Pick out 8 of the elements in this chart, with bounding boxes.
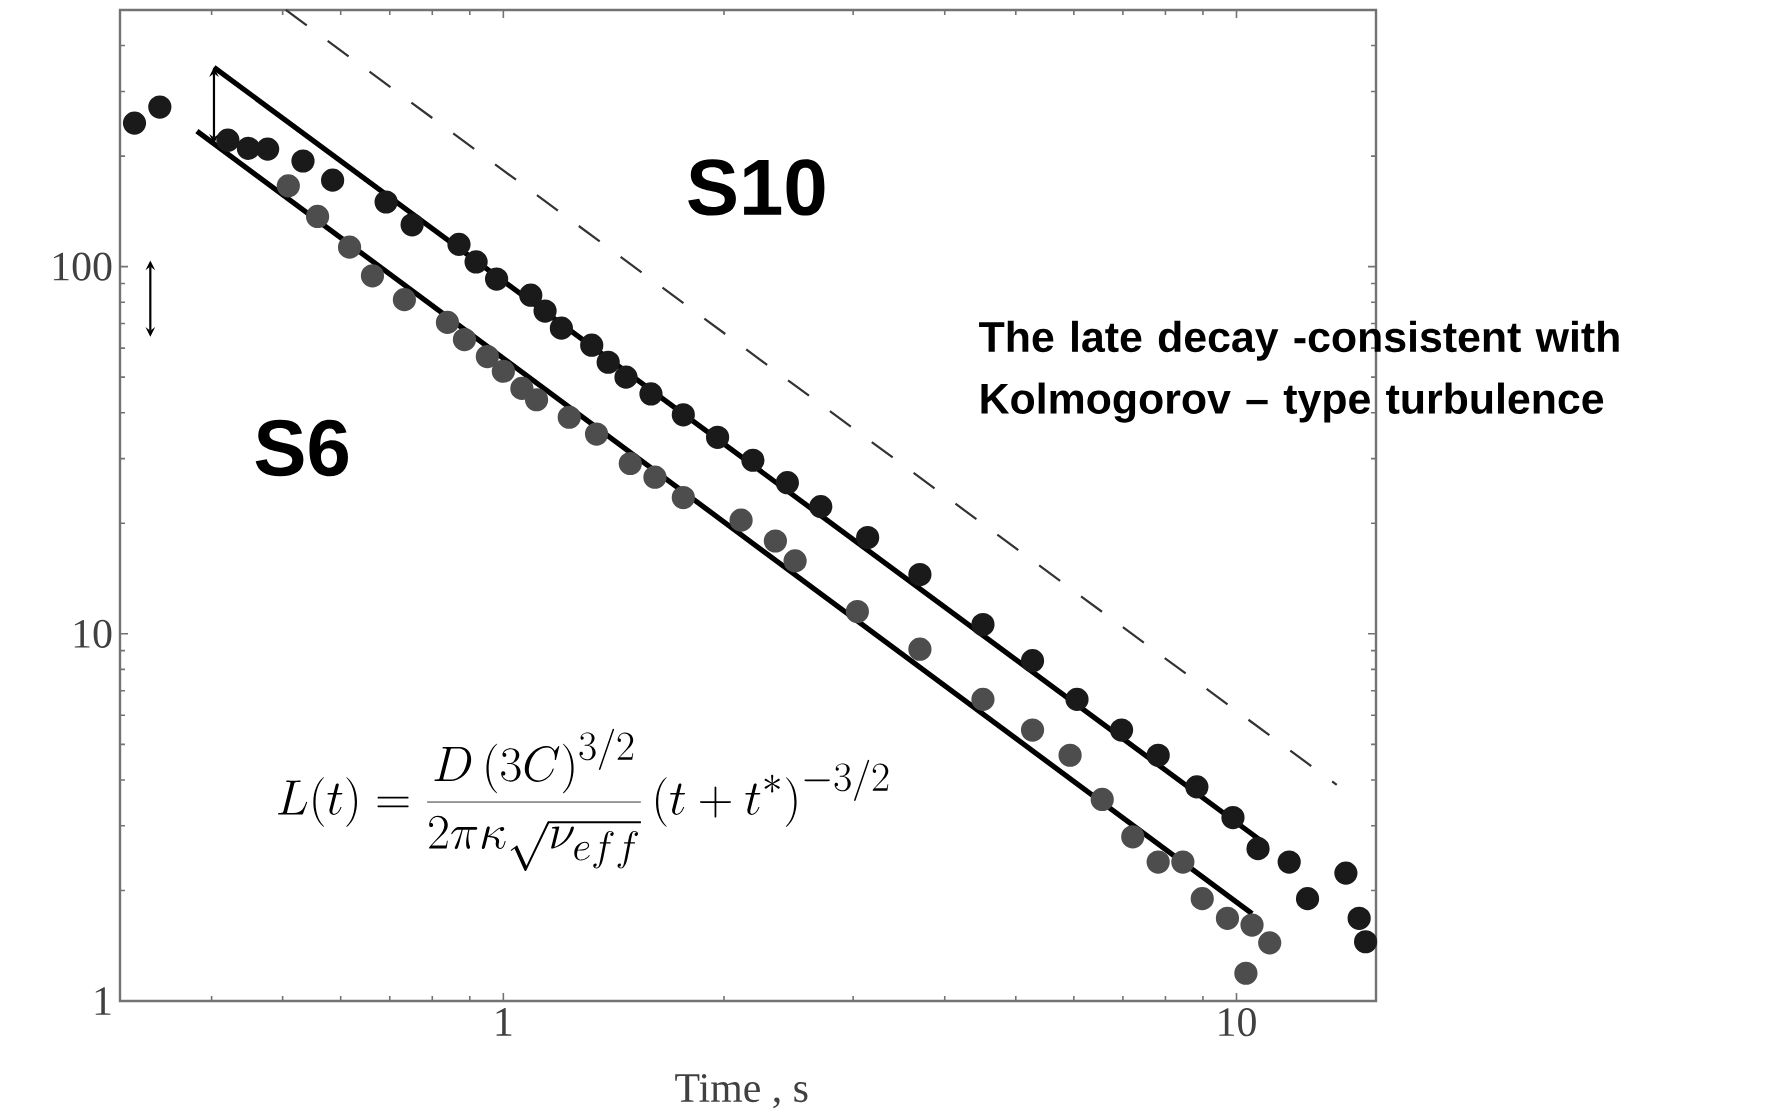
annotation: The late decay -consistent with Kolmogorov – type turbulence xyxy=(979,320,1619,423)
series-label: S6 xyxy=(255,419,348,477)
y-tick-label: 10 xyxy=(74,619,112,648)
y-tick-label: 1 xyxy=(95,987,111,1015)
series-label: S10 xyxy=(688,159,825,216)
y-tick-label: 100 xyxy=(53,252,112,281)
annotation: $L(t)=\frac{D\left(3C\right)^{3/2}}{2\pi\kappa\sqrt{\nu_{eff}}}\left(t+t^{*}\right)^{-3/2}$ xyxy=(278,728,889,871)
x-axis-title: Time , s xyxy=(675,1074,808,1109)
